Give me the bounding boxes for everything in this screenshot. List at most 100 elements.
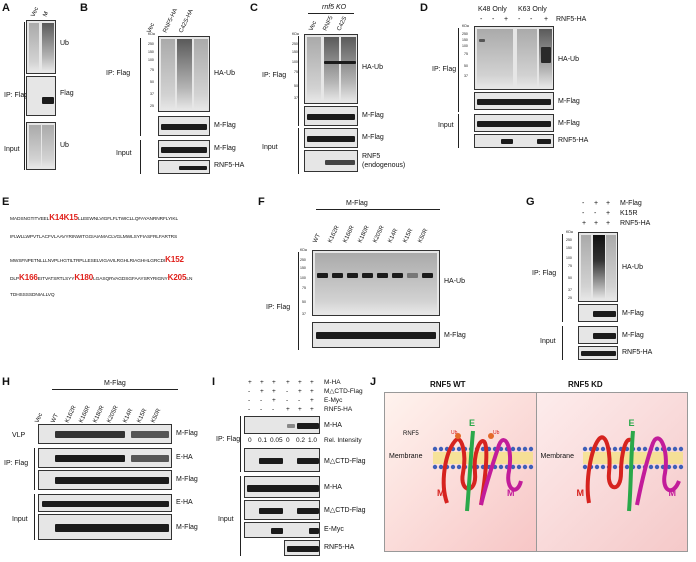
- row-label: E-Myc: [324, 397, 343, 404]
- mw-marker: 100: [292, 60, 298, 64]
- lane-label: K15R: [402, 227, 415, 244]
- panel-i-label: I: [212, 376, 216, 388]
- bracket: [34, 494, 35, 540]
- blot-label: M-HA: [324, 422, 342, 429]
- mw-marker: 25: [150, 104, 154, 108]
- input-label: Input: [218, 516, 234, 523]
- sign: -: [260, 397, 263, 404]
- blot-label: M-Flag: [362, 112, 384, 119]
- blot-h2: [38, 448, 172, 468]
- mw-marker: 37: [150, 92, 154, 96]
- header-label: M-Flag: [346, 200, 368, 207]
- ip-label: IP: Flag: [266, 304, 291, 311]
- sign: -: [530, 16, 533, 23]
- mw-marker: 37: [464, 74, 468, 78]
- m-label: M: [507, 488, 515, 498]
- blot-f2: [312, 322, 440, 348]
- sequence-line: IFLWLLWPVTLACFVLAAVYRINWITGGIAIAMACLVGLM…: [10, 235, 178, 240]
- lane-label: K50R: [150, 407, 163, 424]
- lane-label: K166R: [78, 404, 92, 424]
- mw-marker: 50: [294, 84, 298, 88]
- blot-b1: [158, 36, 210, 112]
- kda-label: KDa: [300, 248, 307, 252]
- blot-label: E-HA: [176, 499, 193, 506]
- lane-label: WT: [312, 233, 322, 244]
- mw-marker: 50: [568, 276, 572, 280]
- sign: +: [310, 406, 314, 413]
- blot-h1: [38, 424, 172, 444]
- sign: -: [260, 406, 263, 413]
- mw-marker: 150: [462, 38, 468, 42]
- lane-label: K180R: [357, 224, 371, 244]
- blot-g4: [578, 346, 618, 360]
- sign: -: [272, 406, 275, 413]
- blot-a2: [26, 76, 56, 116]
- blot-i3: [244, 476, 320, 498]
- mw-marker: 50: [464, 64, 468, 68]
- blot-c3: [304, 128, 358, 148]
- sign: -: [518, 16, 521, 23]
- sign: +: [310, 397, 314, 404]
- e-label: E: [469, 418, 476, 428]
- panel-f-label: F: [258, 196, 265, 208]
- intensity-label: Rel. Intensity: [324, 437, 362, 444]
- bracket: [458, 114, 459, 148]
- lane-label: Vec: [34, 412, 45, 424]
- sign: +: [272, 388, 276, 395]
- ip-label: IP: Flag: [532, 270, 557, 277]
- panel-c-label: C: [250, 2, 258, 14]
- lane-label: K166R: [342, 224, 356, 244]
- vlp-label: VLP: [12, 432, 26, 439]
- blot-label: HA-Ub: [558, 56, 580, 63]
- lane-label: C42S-HA: [178, 8, 195, 34]
- lane-label: K15R: [136, 407, 149, 424]
- bracket: [298, 36, 299, 126]
- input-label: Input: [438, 122, 454, 129]
- blot-label: HA-Ub: [362, 64, 384, 71]
- sign: -: [594, 210, 597, 217]
- mw-marker: 100: [462, 44, 468, 48]
- mw-marker: 37: [302, 312, 306, 316]
- lane-label: RNF5: [322, 15, 335, 32]
- mw-marker: 75: [294, 70, 298, 74]
- blot-g3: [578, 326, 618, 344]
- panel-j-label: J: [370, 376, 377, 388]
- blot-label: M-HA: [324, 484, 342, 491]
- sign: -: [480, 16, 483, 23]
- input-label: Input: [4, 146, 20, 153]
- ip-label: IP: Flag: [216, 436, 241, 443]
- lane-label: RNF5-HA: [162, 7, 179, 34]
- blot-label: M-Flag: [176, 430, 198, 437]
- blot-label: M-Flag: [214, 122, 236, 129]
- header-line: [52, 389, 178, 390]
- lane-label: K205R: [106, 404, 120, 424]
- blot-label: RNF5: [362, 153, 381, 160]
- blot-label: M-Flag: [622, 310, 644, 317]
- lane-label: C42S: [336, 15, 349, 32]
- row-label: RNF5-HA: [324, 406, 353, 413]
- sign: +: [606, 200, 611, 207]
- input-label: Input: [12, 516, 28, 523]
- blot-b2: [158, 116, 210, 136]
- input-label: Input: [540, 338, 556, 345]
- bracket: [34, 448, 35, 490]
- mw-marker: 250: [300, 258, 306, 262]
- sign: +: [298, 406, 302, 413]
- ip-label: IP: Flag: [262, 72, 287, 79]
- blot-label: M-Flag: [214, 145, 236, 152]
- panel-e-label: E: [2, 196, 10, 208]
- group-label: K48 Only: [478, 6, 507, 13]
- blot-i1: [244, 416, 320, 434]
- sequence-line: MADSNGTITVEELK14K15LLEEWNLVIGFLFLTWICLLQ…: [10, 213, 179, 222]
- sequence-line: DLPK166EITVATSRTLSYYK180LGASQRVAGDSGFAAY…: [10, 273, 193, 282]
- intensity-value: 1.0: [308, 437, 318, 444]
- lane-label: K50R: [417, 227, 430, 244]
- blot-g1: [578, 232, 618, 302]
- ub-label: Ub: [451, 430, 458, 436]
- blot-label: HA-Ub: [622, 264, 644, 271]
- blot-d3: [474, 114, 554, 132]
- mw-marker: 50: [150, 80, 154, 84]
- e-label: E: [628, 418, 635, 428]
- mw-marker: 150: [300, 266, 306, 270]
- row-label: RNF5-HA: [620, 220, 651, 227]
